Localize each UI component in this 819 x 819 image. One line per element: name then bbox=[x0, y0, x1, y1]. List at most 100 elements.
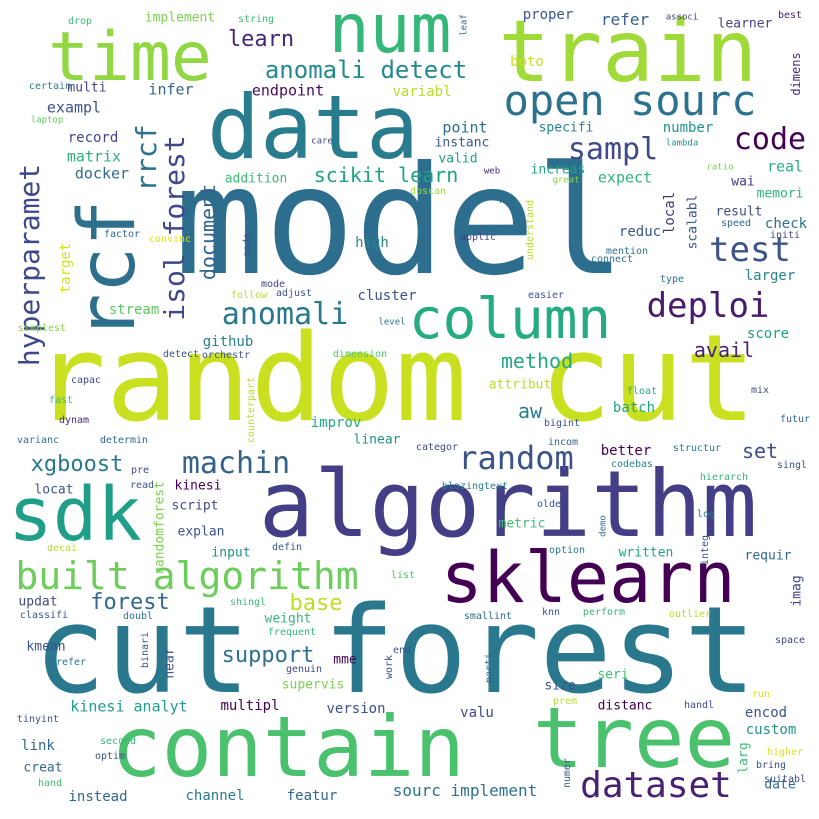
word-linear: linear bbox=[353, 432, 401, 448]
word-second: second bbox=[99, 736, 137, 747]
word-boto: boto bbox=[510, 54, 544, 70]
word-kinesi: kinesi bbox=[174, 478, 222, 494]
word-machin: machin bbox=[181, 446, 291, 481]
word-valid: valid bbox=[438, 151, 478, 167]
word-initi: initi bbox=[769, 230, 801, 241]
word-scikit-learn: scikit learn bbox=[313, 163, 459, 187]
word-sklearn: sklearn bbox=[440, 537, 736, 619]
word-hand: hand bbox=[37, 778, 63, 789]
word-metric: metric bbox=[498, 516, 546, 532]
word-valu: valu bbox=[460, 705, 494, 721]
word-prefer: prefer bbox=[49, 657, 87, 668]
word-instanc: instanc bbox=[434, 135, 490, 151]
word-space: space bbox=[774, 635, 806, 646]
word-dynam: dynam bbox=[58, 415, 90, 426]
word-associ: associ bbox=[665, 12, 699, 23]
word-speed: speed bbox=[720, 218, 752, 229]
word-convinc: convinc bbox=[148, 234, 192, 245]
word-leaf: leaf bbox=[459, 14, 470, 36]
word-dimension: dimension bbox=[332, 349, 388, 360]
word-tinyint: tinyint bbox=[16, 714, 60, 725]
word-fast: fast bbox=[48, 395, 74, 406]
word-incom: incom bbox=[547, 437, 579, 448]
word-capac: capac bbox=[70, 375, 102, 386]
word-random-cut: random cut bbox=[33, 310, 757, 449]
word-updat: updat bbox=[18, 594, 58, 610]
word-improv: improv bbox=[310, 415, 362, 431]
word-scalabl: scalabl bbox=[685, 194, 701, 250]
word-anomali-detect: anomali detect bbox=[264, 56, 468, 84]
word-larger: larger bbox=[744, 268, 796, 284]
word-mme: mme bbox=[333, 652, 357, 668]
word-float: float bbox=[626, 386, 658, 397]
word-certain: certain bbox=[28, 81, 72, 92]
word-learner: learner bbox=[717, 16, 773, 32]
word-base: base bbox=[289, 591, 343, 616]
word-suitabl: suitabl bbox=[763, 774, 807, 785]
word-script: script bbox=[171, 498, 219, 514]
word-real: real bbox=[766, 157, 804, 176]
word-parti: parti bbox=[484, 652, 495, 684]
word-sourc-implement: sourc implement bbox=[392, 781, 538, 800]
word-categor: categor bbox=[415, 442, 459, 453]
word-end: end bbox=[392, 645, 412, 656]
word-read: read bbox=[129, 480, 155, 491]
word-time: time bbox=[48, 18, 212, 97]
word-memori: memori bbox=[756, 186, 804, 202]
word-forest: forest bbox=[90, 590, 170, 615]
word-lambda: lambda bbox=[665, 138, 699, 149]
word-genuin: genuin bbox=[285, 664, 323, 675]
word-random: random bbox=[458, 439, 574, 477]
word-isol-forest: isol forest bbox=[158, 135, 191, 321]
word-github: github bbox=[202, 334, 254, 350]
word-simplest: simplest bbox=[17, 323, 67, 334]
word-list: list bbox=[390, 570, 416, 581]
word-mention: mention bbox=[605, 246, 649, 257]
word-score: score bbox=[746, 326, 790, 342]
word-locat: locat bbox=[34, 482, 74, 498]
word-easier: easier bbox=[527, 290, 565, 301]
word-num: num bbox=[328, 0, 452, 69]
word-cut-forest: cut forest bbox=[33, 582, 757, 721]
word-test: test bbox=[709, 230, 791, 270]
word-factor: factor bbox=[103, 229, 141, 240]
word-work: work bbox=[384, 654, 395, 680]
word-hot: hot bbox=[498, 195, 518, 206]
word-model: model bbox=[174, 135, 626, 309]
word-hyperparamet: hyperparamet bbox=[13, 163, 46, 367]
word-codebas: codebas bbox=[610, 459, 654, 470]
word-distanc: distanc bbox=[597, 698, 653, 714]
word-perform: perform bbox=[582, 607, 626, 618]
word-numer: numer bbox=[562, 757, 573, 789]
word-connect: connect bbox=[590, 254, 634, 265]
word-rcf: rcf bbox=[63, 199, 153, 341]
word-instead: instead bbox=[68, 789, 128, 805]
word-deploi: deploi bbox=[646, 286, 770, 326]
word-featur: featur bbox=[286, 788, 338, 804]
word-stream: stream bbox=[108, 302, 160, 318]
word-classifi: classifi bbox=[19, 610, 69, 621]
word-link: link bbox=[21, 738, 55, 754]
word-pre: pre bbox=[130, 465, 150, 476]
word-understand: understand bbox=[525, 199, 536, 261]
word-size: size bbox=[544, 678, 576, 694]
word-high: high bbox=[355, 235, 389, 251]
word-train: train bbox=[498, 2, 758, 102]
word-imag: imag bbox=[789, 575, 805, 607]
word-smallint: smallint bbox=[463, 611, 513, 622]
word-decai: decai bbox=[46, 543, 78, 554]
word-kinesi-analyt: kinesi analyt bbox=[70, 697, 188, 716]
word-cluster: cluster bbox=[357, 288, 417, 304]
word-prem: prem bbox=[552, 696, 578, 707]
word-best: best bbox=[777, 10, 803, 21]
word-larg: larg bbox=[736, 742, 752, 774]
word-learn: learn bbox=[227, 27, 295, 52]
word-demo: demo bbox=[598, 515, 609, 537]
word-reduc: reduc bbox=[618, 224, 662, 240]
word-node: node bbox=[242, 232, 253, 258]
word-defin: defin bbox=[271, 542, 303, 553]
word-support: support bbox=[221, 643, 315, 668]
word-multi: multi bbox=[67, 80, 107, 96]
word-matrix: matrix bbox=[66, 147, 122, 166]
word-document: document bbox=[196, 183, 220, 281]
